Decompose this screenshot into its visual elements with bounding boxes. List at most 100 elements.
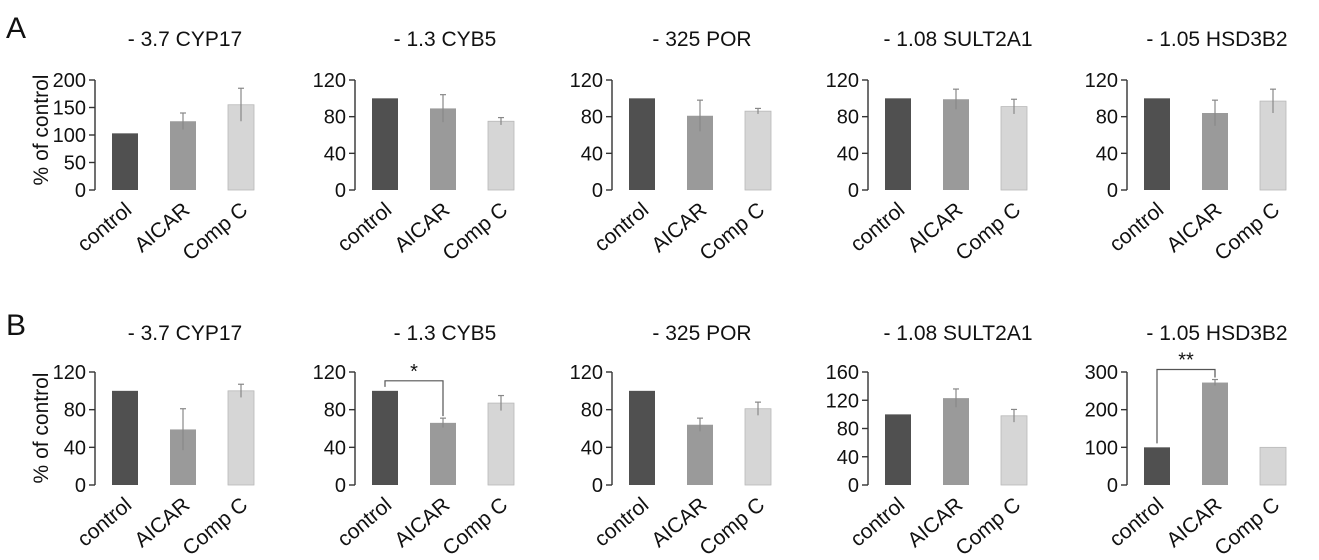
category-label: Comp C: [178, 198, 252, 265]
y-tick-label: 80: [837, 107, 859, 129]
category-label: control: [590, 493, 653, 551]
category-label: Comp C: [951, 493, 1025, 560]
category-label: control: [333, 493, 396, 551]
charts-layer: - 3.7 CYP17050100150200controlAICARComp …: [53, 28, 1288, 560]
category-label: Comp C: [951, 198, 1025, 265]
y-tick-label: 40: [64, 437, 86, 459]
bar-aicar: [430, 422, 456, 485]
bar-control: [885, 414, 911, 485]
y-tick-label: 300: [1085, 362, 1118, 384]
y-axis-label-b: % of control: [30, 373, 53, 484]
chart-title: - 3.7 CYP17: [128, 322, 242, 345]
y-tick-label: 0: [335, 475, 346, 497]
category-label: Comp C: [695, 198, 769, 265]
y-tick-label: 80: [324, 107, 346, 129]
y-tick-label: 120: [826, 70, 859, 92]
significance-marker: *: [410, 361, 418, 383]
bar-comp-c: [1000, 106, 1028, 191]
y-tick-label: 80: [581, 107, 603, 129]
chart-title: - 1.05 HSD3B2: [1146, 28, 1287, 51]
y-tick-label: 120: [570, 70, 603, 92]
chart-b-4: - 1.08 SULT2A104080120160controlAICARCom…: [826, 322, 1033, 560]
category-label: Comp C: [695, 493, 769, 560]
bar-control: [885, 98, 911, 190]
significance-bracket: [384, 380, 444, 417]
y-tick-label: 0: [1107, 180, 1118, 202]
y-tick-label: 120: [1085, 70, 1118, 92]
bar-control: [112, 390, 138, 485]
y-tick-label: 0: [592, 475, 603, 497]
bar-aicar: [1202, 382, 1228, 485]
chart-title: - 1.08 SULT2A1: [883, 28, 1032, 51]
y-tick-label: 0: [335, 180, 346, 202]
y-tick-label: 100: [1085, 437, 1118, 459]
bar-comp-c: [1000, 415, 1028, 486]
bar-control: [1144, 98, 1170, 190]
bar-control: [112, 133, 138, 190]
y-tick-label: 40: [837, 143, 859, 165]
y-tick-label: 120: [313, 362, 346, 384]
y-tick-label: 0: [848, 180, 859, 202]
y-tick-label: 80: [324, 400, 346, 422]
y-tick-label: 40: [1096, 143, 1118, 165]
chart-title: - 1.05 HSD3B2: [1146, 322, 1287, 345]
bar-control: [1144, 447, 1170, 485]
category-label: Comp C: [178, 493, 252, 560]
y-tick-label: 80: [837, 419, 859, 441]
significance-bracket: [1156, 368, 1216, 444]
y-tick-label: 150: [53, 98, 86, 120]
category-label: control: [1105, 198, 1168, 256]
bar-comp-c: [1259, 100, 1287, 191]
category-label: control: [73, 198, 136, 256]
y-axis-label-a: % of control: [30, 75, 53, 186]
bar-comp-c: [1259, 446, 1287, 486]
bar-comp-c: [487, 120, 515, 191]
y-tick-label: 0: [75, 475, 86, 497]
chart-title: - 3.7 CYP17: [128, 28, 242, 51]
bar-control: [372, 390, 398, 485]
bar-aicar: [170, 121, 196, 190]
category-label: Comp C: [438, 493, 512, 560]
y-tick-label: 0: [1107, 475, 1118, 497]
bar-control: [372, 98, 398, 190]
chart-title: - 1.08 SULT2A1: [883, 322, 1032, 345]
bar-control: [629, 390, 655, 485]
y-tick-label: 40: [837, 447, 859, 469]
bar-comp-c: [487, 402, 515, 486]
y-tick-label: 100: [53, 125, 86, 147]
bar-aicar: [943, 398, 969, 485]
bar-comp-c: [227, 390, 255, 486]
y-tick-label: 80: [1096, 107, 1118, 129]
y-tick-label: 0: [75, 180, 86, 202]
panel-letter-b: B: [6, 309, 26, 342]
chart-title: - 1.3 CYB5: [394, 322, 497, 345]
category-label: control: [333, 198, 396, 256]
category-label: control: [73, 493, 136, 551]
panel-letter-a: A: [6, 12, 26, 45]
y-tick-label: 40: [581, 143, 603, 165]
y-tick-label: 200: [1085, 400, 1118, 422]
chart-title: - 1.3 CYB5: [394, 28, 497, 51]
y-tick-label: 80: [581, 400, 603, 422]
y-tick-label: 50: [64, 153, 86, 175]
category-label: control: [846, 493, 909, 551]
bar-aicar: [943, 99, 969, 190]
chart-title: - 325 POR: [652, 322, 751, 345]
significance-marker: **: [1178, 350, 1194, 372]
chart-a-1: - 3.7 CYP17050100150200controlAICARComp …: [53, 28, 255, 265]
category-label: Comp C: [1210, 493, 1284, 560]
y-tick-label: 200: [53, 70, 86, 92]
y-tick-label: 120: [826, 390, 859, 412]
bar-comp-c: [744, 110, 772, 191]
bar-aicar: [687, 424, 713, 485]
bar-comp-c: [744, 408, 772, 486]
y-tick-label: 40: [324, 143, 346, 165]
